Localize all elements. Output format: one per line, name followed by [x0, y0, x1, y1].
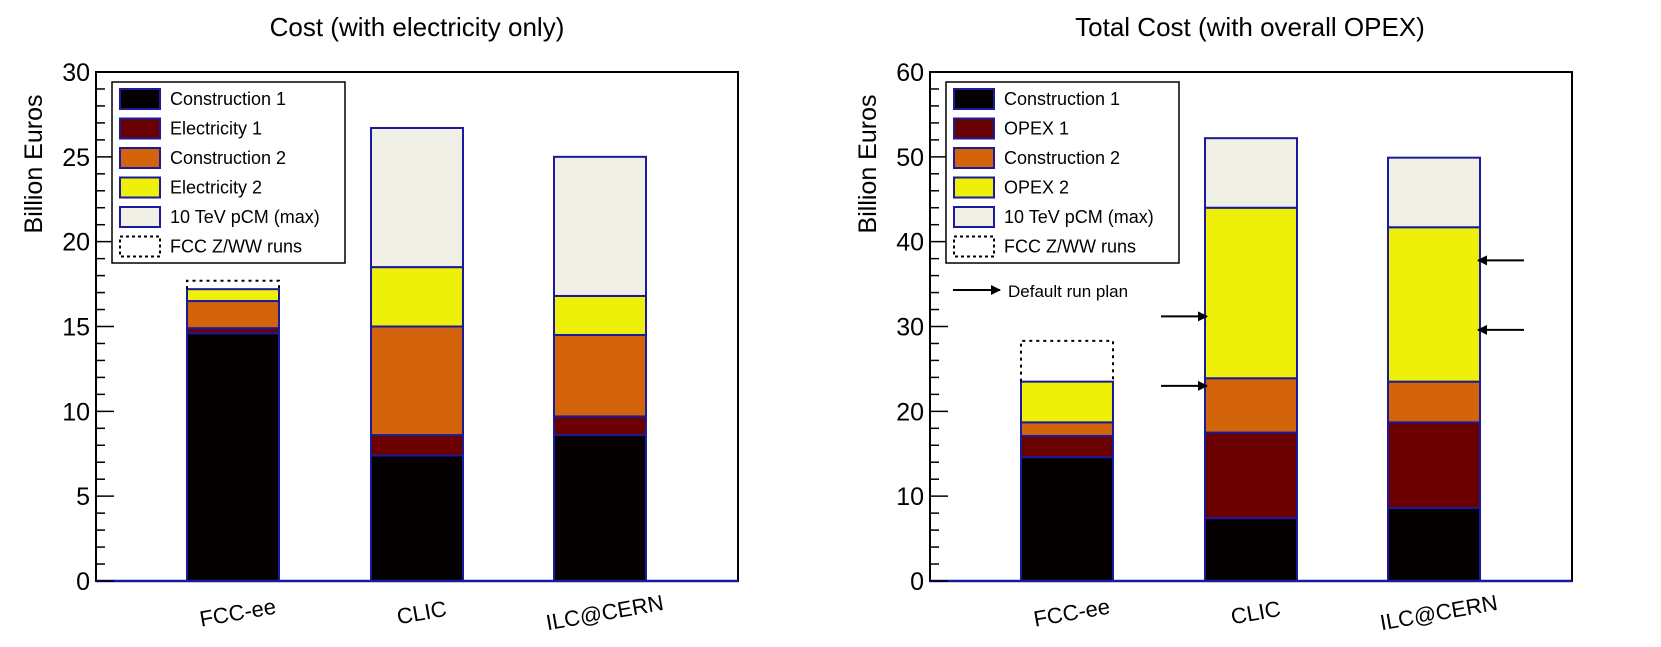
bar-fcc-ee-opex-2: [1020, 380, 1114, 424]
legend-swatch-electricity-2: [119, 176, 161, 199]
bar-ilc-cern-construction-2: [553, 333, 647, 418]
legend-label-opex-2: OPEX 2: [1004, 178, 1069, 198]
chart-overall-opex: Total Cost (with overall OPEX) Billion E…: [854, 12, 1573, 635]
x-tick-labels: FCC-ee CLIC ILC@CERN: [198, 590, 666, 635]
legend-label-electricity-2: Electricity 2: [170, 178, 262, 198]
x-tick-label-fcc-ee: FCC-ee: [198, 594, 278, 632]
bar-ilc-cern-10-tev-pcm-max: [1387, 156, 1481, 229]
y-tick-label: 25: [62, 144, 90, 172]
legend-label-construction-2: Construction 2: [170, 148, 286, 168]
bar-fcc-ee-construction-1: [1020, 456, 1114, 583]
bar-clic-construction-2: [370, 325, 464, 437]
bar-clic-construction-1: [1204, 517, 1298, 582]
y-tick-label: 10: [896, 483, 924, 511]
bar-ilc-cern-10-tev-pcm-max: [553, 155, 647, 297]
legend-swatch-construction-1: [953, 88, 995, 110]
legend-swatch-fcc-z-ww-runs: [119, 235, 161, 258]
bar-ilc-cern-electricity-2: [553, 294, 647, 336]
legend-swatch-electricity-1: [119, 117, 161, 140]
annotation-text: Default run plan: [1008, 282, 1128, 301]
legend-swatch-opex-2: [953, 176, 995, 199]
y-tick-label: 0: [76, 568, 90, 596]
legend-swatch-10-tev-pcm-max: [953, 206, 995, 228]
bar-fcc-ee-construction-1: [186, 332, 280, 582]
x-tick-labels: FCC-ee CLIC ILC@CERN: [1032, 590, 1500, 635]
default-run-plan-annotation: Default run plan: [953, 282, 1128, 301]
bar-clic-construction-2: [1204, 377, 1298, 434]
legend-label-10-tev-pcm-max: 10 TeV pCM (max): [170, 207, 320, 227]
y-axis-label: Billion Euros: [854, 95, 882, 234]
y-tick-label: 50: [896, 144, 924, 172]
bar-clic-opex-2: [1204, 206, 1298, 380]
bar-clic-construction-1: [370, 454, 464, 582]
legend: Construction 1 Electricity 1 Construction …: [111, 81, 346, 264]
bar-overlay: [1020, 255, 1524, 391]
bar-ilc-cern-construction-1: [1387, 507, 1481, 582]
bar-clic-electricity-1: [370, 434, 464, 457]
chart-electricity-only: Cost (with electricity only) Billion Eur…: [20, 12, 739, 635]
legend-label-electricity-1: Electricity 1: [170, 119, 262, 139]
x-tick-label-clic: CLIC: [395, 596, 449, 629]
y-tick-label: 0: [910, 568, 924, 596]
legend-frame: [111, 81, 346, 264]
legend-label-fcc-z-ww-runs: FCC Z/WW runs: [170, 237, 302, 257]
x-tick-label-ilc-cern: ILC@CERN: [1378, 590, 1499, 635]
bar-group: [1020, 137, 1481, 583]
bar-clic-opex-1: [1204, 431, 1298, 520]
bar-ilc-cern-electricity-1: [553, 415, 647, 437]
bar-ilc-cern-construction-2: [1387, 380, 1481, 424]
legend-label-10-tev-pcm-max: 10 TeV pCM (max): [1004, 207, 1154, 227]
y-axis-label: Billion Euros: [20, 95, 48, 234]
bar-ilc-cern-construction-1: [553, 434, 647, 582]
chart-title: Total Cost (with overall OPEX): [1075, 12, 1425, 42]
x-tick-label-clic: CLIC: [1229, 596, 1283, 629]
y-tick-label: 40: [896, 229, 924, 257]
y-ticks: 0 5 10 15 20 25 30: [62, 59, 114, 596]
y-tick-label: 5: [76, 483, 90, 511]
legend-label-construction-1: Construction 1: [1004, 89, 1120, 109]
y-tick-label: 15: [62, 314, 90, 342]
legend-swatch-construction-2: [119, 147, 161, 169]
legend-swatch-10-tev-pcm-max: [119, 206, 161, 228]
y-tick-label: 60: [896, 59, 924, 87]
y-tick-label: 30: [62, 59, 90, 87]
bar-fcc-ee-fcc-z-ww-runs: [1020, 339, 1114, 382]
x-tick-label-fcc-ee: FCC-ee: [1032, 594, 1112, 632]
legend-frame: [945, 81, 1180, 264]
legend-label-opex-1: OPEX 1: [1004, 119, 1069, 139]
y-tick-label: 20: [62, 229, 90, 257]
chart-title: Cost (with electricity only): [270, 12, 565, 42]
bar-ilc-cern-opex-2: [1387, 226, 1481, 383]
legend-label-construction-1: Construction 1: [170, 89, 286, 109]
y-tick-label: 20: [896, 398, 924, 426]
y-tick-label: 10: [62, 398, 90, 426]
bar-fcc-ee-opex-1: [1020, 434, 1114, 459]
legend-swatch-opex-1: [953, 117, 995, 140]
legend-label-fcc-z-ww-runs: FCC Z/WW runs: [1004, 237, 1136, 257]
legend-swatch-construction-2: [953, 147, 995, 169]
bar-ilc-cern-opex-1: [1387, 421, 1481, 510]
bar-clic-10-tev-pcm-max: [1204, 137, 1298, 209]
bar-fcc-ee-fcc-z-ww-runs: [186, 279, 280, 290]
legend: Construction 1 OPEX 1 Construction 2 OPEX 2…: [945, 81, 1180, 264]
bar-overlay: [186, 279, 280, 290]
legend-swatch-construction-1: [119, 88, 161, 110]
bar-clic-electricity-2: [370, 266, 464, 328]
y-tick-label: 30: [896, 314, 924, 342]
y-ticks: 0 10 20 30 40 50 60: [896, 59, 948, 596]
bar-fcc-ee-construction-2: [1020, 421, 1114, 437]
legend-swatch-fcc-z-ww-runs: [953, 235, 995, 258]
x-tick-label-ilc-cern: ILC@CERN: [544, 590, 665, 635]
bar-clic-10-tev-pcm-max: [370, 126, 464, 269]
bar-fcc-ee-electricity-2: [186, 288, 280, 303]
bar-fcc-ee-construction-2: [186, 300, 280, 330]
legend-label-construction-2: Construction 2: [1004, 148, 1120, 168]
bar-group: [186, 126, 647, 582]
